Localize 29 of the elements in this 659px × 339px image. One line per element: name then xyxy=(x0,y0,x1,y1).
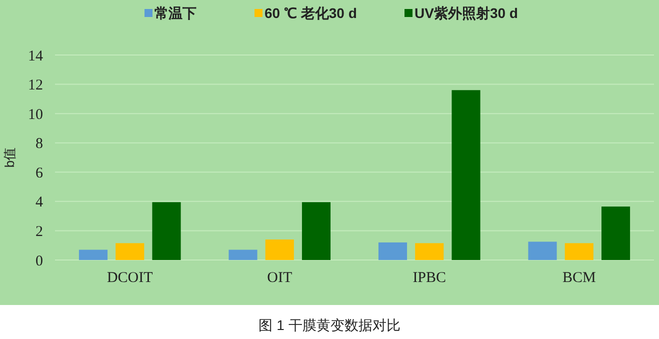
y-tick-label: 8 xyxy=(36,136,43,152)
y-tick-label: 10 xyxy=(28,106,43,123)
bar xyxy=(564,243,594,260)
legend-label: 常温下 xyxy=(154,5,196,21)
y-tick-label: 2 xyxy=(36,224,43,240)
bar xyxy=(601,206,630,260)
y-tick-label: 14 xyxy=(28,48,44,64)
x-tick-label: DCOIT xyxy=(106,270,153,286)
y-axis-title: b值 xyxy=(2,147,17,168)
bar xyxy=(452,90,480,260)
x-tick-label: OIT xyxy=(267,270,292,286)
x-tick-label: IPBC xyxy=(412,270,446,286)
bar xyxy=(78,250,108,260)
legend-label: 60 ℃ 老化30 d xyxy=(264,5,357,21)
caption: 图 1 干膜黄变数据对比 xyxy=(258,317,400,333)
bar xyxy=(228,250,258,260)
y-tick-label: 4 xyxy=(36,194,44,211)
bar xyxy=(415,243,444,260)
bar xyxy=(116,243,144,260)
y-tick-label: 0 xyxy=(36,253,43,270)
legend-label: UV紫外照射30 d xyxy=(414,5,518,21)
bar xyxy=(302,202,331,260)
x-tick-label: BCM xyxy=(562,270,596,286)
y-tick-label: 6 xyxy=(36,165,44,182)
y-tick-label: 12 xyxy=(28,78,43,94)
bar xyxy=(528,242,557,260)
bar xyxy=(265,240,294,260)
bar xyxy=(152,202,181,260)
bar xyxy=(378,242,408,260)
